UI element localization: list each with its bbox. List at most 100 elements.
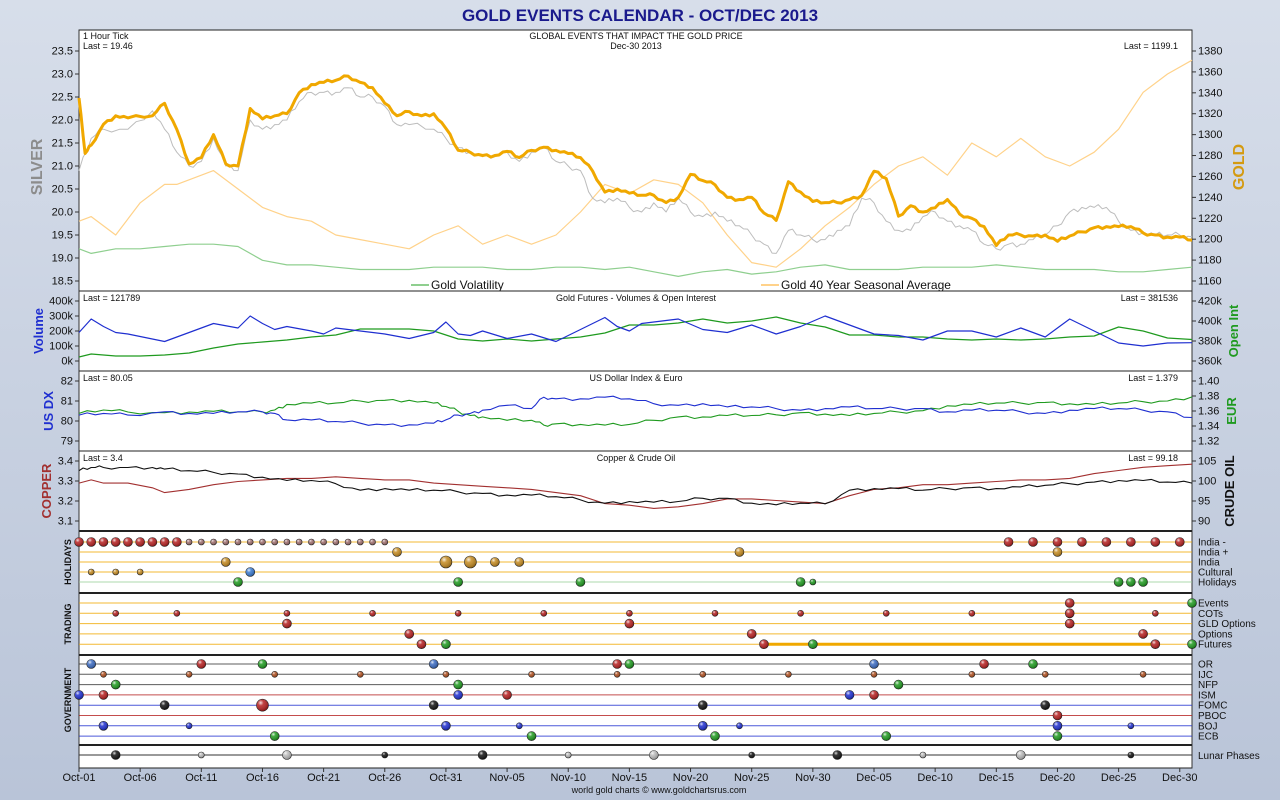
holidays-marker-shine [1028, 537, 1038, 547]
holidays-marker-shine [74, 537, 84, 547]
holidays-marker-shine [123, 537, 133, 547]
government-marker-shine [869, 690, 879, 700]
gold-axis-label: 1260 [1198, 171, 1222, 183]
eur-axis-label: 1.32 [1198, 436, 1219, 448]
lunar-marker-shine [381, 752, 388, 758]
government-marker-shine [785, 671, 792, 678]
government-marker-shine [1042, 671, 1049, 678]
lunar-marker-shine [832, 750, 842, 760]
copper-axis-label: 3.4 [58, 456, 73, 468]
lunar-marker-shine [565, 752, 572, 758]
trading-row-label: Events [1198, 599, 1229, 610]
silver-last: Last = 19.46 [83, 41, 133, 51]
gold-axis-label: GOLD [1231, 144, 1248, 190]
trading-marker-shine [1187, 598, 1197, 608]
government-row-label: ECB [1198, 732, 1219, 743]
holidays-row-label: India [1198, 558, 1220, 569]
open-int-last: Last = 381536 [1121, 293, 1178, 303]
x-axis-label: Nov-30 [795, 772, 830, 784]
trading-label: TRADING [63, 604, 73, 645]
holidays-marker-shine [796, 577, 806, 587]
government-marker-shine [86, 659, 96, 669]
x-axis-label: Oct-06 [124, 772, 157, 784]
lunar-marker-shine [1127, 752, 1134, 758]
holidays-marker-shine [1175, 537, 1185, 547]
crude-last: Last = 99.18 [1128, 453, 1178, 463]
government-marker-shine [881, 731, 891, 741]
gold-axis-label: 1320 [1198, 108, 1222, 120]
x-axis-label: Dec-10 [917, 772, 952, 784]
lunar-marker-shine [1016, 750, 1026, 760]
trading-marker-shine [173, 610, 180, 617]
government-marker-shine [624, 659, 634, 669]
government-marker-shine [527, 731, 537, 741]
government-marker-shine [186, 722, 193, 729]
lunar-marker-shine [649, 750, 659, 760]
copper-crude-panel: Copper & Crude Oil Last = 3.4 Last = 99.… [39, 453, 1237, 527]
panel-title: Copper & Crude Oil [597, 453, 676, 463]
government-marker-shine [196, 659, 206, 669]
series-copper [78, 463, 1193, 509]
holidays-marker-shine [259, 539, 266, 545]
volume-axis-label: 400k [49, 296, 73, 308]
holidays-marker-shine [1052, 537, 1062, 547]
volume-axis-label: 300k [49, 311, 73, 323]
trading-marker-shine [1065, 608, 1075, 618]
x-axis-label: Oct-16 [246, 772, 279, 784]
x-axis-label: Nov-20 [673, 772, 708, 784]
holidays-marker-shine [332, 539, 339, 545]
crude-axis-label: 100 [1198, 476, 1216, 488]
holidays-marker-shine [245, 567, 255, 577]
government-marker-shine [442, 671, 449, 678]
trading-row-label: Options [1198, 629, 1232, 640]
holidays-marker-shine [1052, 547, 1062, 557]
government-marker-shine [453, 690, 463, 700]
government-marker-shine [357, 671, 364, 678]
gold-axis-label: 1380 [1198, 46, 1222, 58]
government-marker-shine [1052, 731, 1062, 741]
silver-axis-label: 19.5 [52, 230, 73, 242]
government-marker-shine [100, 671, 107, 678]
volume-axis-label: 0k [61, 356, 73, 368]
government-marker-shine [270, 731, 280, 741]
government-marker-shine [441, 721, 451, 731]
trading-marker-shine [404, 629, 414, 639]
trading-row-label: GLD Options [1198, 619, 1256, 630]
government-marker-shine [1040, 700, 1050, 710]
government-row-label: ISM [1198, 690, 1216, 701]
holidays-row-label: Cultural [1198, 568, 1232, 579]
government-marker-shine [257, 659, 267, 669]
silver-axis-label: 22.0 [52, 115, 73, 127]
holidays-marker-shine [345, 539, 352, 545]
holidays-marker-shine [235, 539, 241, 545]
footer-credit: world gold charts © www.goldchartsrus.co… [571, 785, 747, 795]
holidays-marker-shine [1126, 577, 1136, 587]
x-axis-label: Oct-21 [307, 772, 340, 784]
government-row-label: BOJ [1198, 721, 1217, 732]
panel-date: Dec-30 2013 [610, 41, 662, 51]
government-marker-shine [1127, 722, 1134, 729]
silver-axis-label: 20.5 [52, 184, 73, 196]
government-marker-shine [98, 721, 108, 731]
volume-axis-label: Volume [31, 308, 46, 354]
government-marker-shine [528, 671, 535, 678]
holidays-marker-shine [575, 577, 585, 587]
eur-axis-label: 1.34 [1198, 421, 1219, 433]
trading-marker-shine [1065, 598, 1075, 608]
series-gold [77, 74, 1193, 247]
holidays-row-label: Holidays [1198, 578, 1236, 589]
silver-axis-label: 20.0 [52, 207, 73, 219]
government-marker-shine [698, 721, 708, 731]
gold-axis-label: 1360 [1198, 66, 1222, 78]
volume-axis-label: 200k [49, 326, 73, 338]
gold-axis-label: 1180 [1198, 255, 1222, 267]
crude-axis-label: 90 [1198, 516, 1210, 528]
lunar-phases-label: Lunar Phases [1198, 751, 1260, 762]
trading-marker-shine [1152, 610, 1159, 617]
holidays-marker-shine [88, 569, 95, 575]
holidays-marker-shine [210, 539, 217, 545]
trading-marker-shine [540, 610, 547, 617]
volume-axis-label: 100k [49, 341, 73, 353]
trading-marker-shine [1187, 639, 1197, 649]
crude-axis-label: 105 [1198, 456, 1216, 468]
